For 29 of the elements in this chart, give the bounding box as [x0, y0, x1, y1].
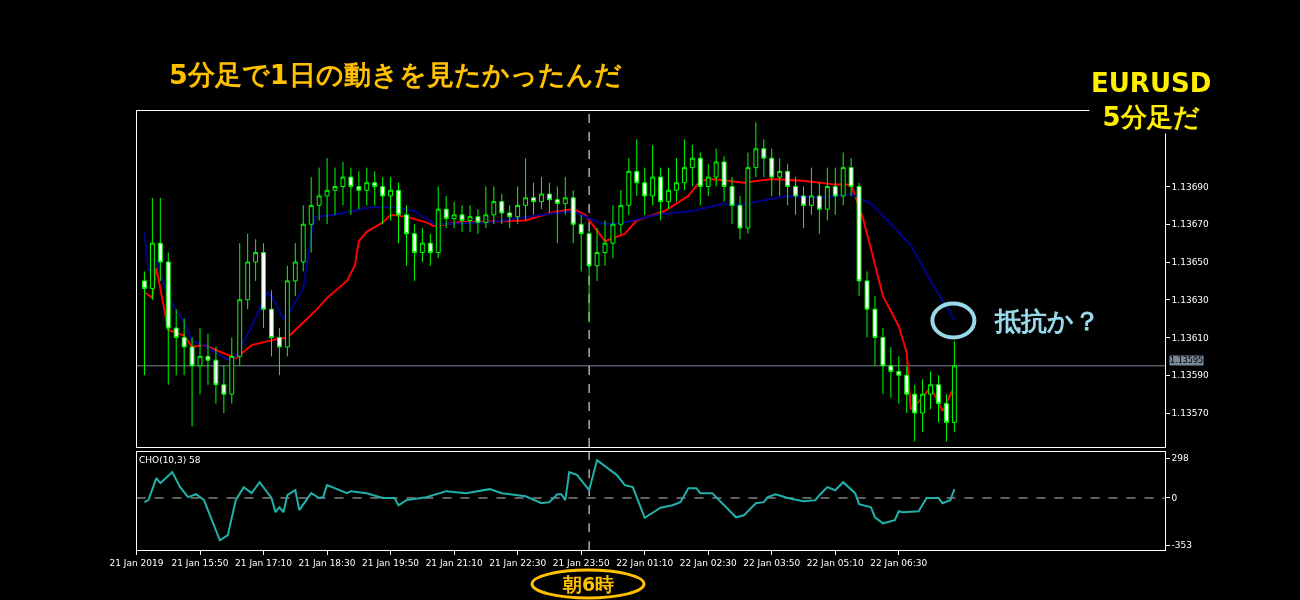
- x-tick-label: 21 Jan 21:10: [425, 558, 483, 568]
- x-tick-label: 22 Jan 02:30: [679, 558, 737, 568]
- y-tick-label: 1.13630: [1171, 294, 1210, 305]
- y-tick-label: -353: [1171, 540, 1193, 551]
- x-tick-label: 21 Jan 17:10: [235, 558, 293, 568]
- y-tick-label: 1.13690: [1171, 181, 1210, 192]
- x-tick-label: 22 Jan 05:10: [806, 558, 865, 568]
- x-tick-label: 22 Jan 06:30: [870, 558, 928, 568]
- x-tick-label: 21 Jan 22:30: [489, 558, 547, 568]
- y-tick-label: 0: [1171, 493, 1178, 504]
- x-tick-label: 21 Jan 19:50: [362, 558, 420, 568]
- y-tick-label: 1.13570: [1171, 408, 1210, 419]
- y-tick-label: 1.13590: [1171, 370, 1210, 381]
- annotation: CHO(10,3) 58: [139, 455, 201, 465]
- y-tick-label: 1.13610: [1171, 332, 1210, 343]
- x-tick-label: 21 Jan 2019: [109, 558, 164, 568]
- annotation: 抵抗か？: [994, 306, 1100, 336]
- annotation: EURUSD 5分足だ: [1091, 68, 1212, 132]
- y-tick-label: 1.13670: [1171, 219, 1210, 230]
- ref-line-label: 1.13595: [1170, 356, 1204, 365]
- x-tick-label: 21 Jan 23:50: [552, 558, 610, 568]
- x-tick-label: 21 Jan 15:50: [171, 558, 229, 568]
- y-tick-label: 298: [1171, 453, 1190, 464]
- x-tick-label: 22 Jan 03:50: [743, 558, 801, 568]
- chart-title: 5分足で1日の動きを見たかったんだ: [169, 59, 622, 91]
- x-tick-label: 22 Jan 01:10: [616, 558, 674, 568]
- y-tick-label: 1.13650: [1171, 257, 1210, 268]
- text: 朝6時: [562, 573, 615, 595]
- x-tick-label: 21 Jan 18:30: [298, 558, 356, 568]
